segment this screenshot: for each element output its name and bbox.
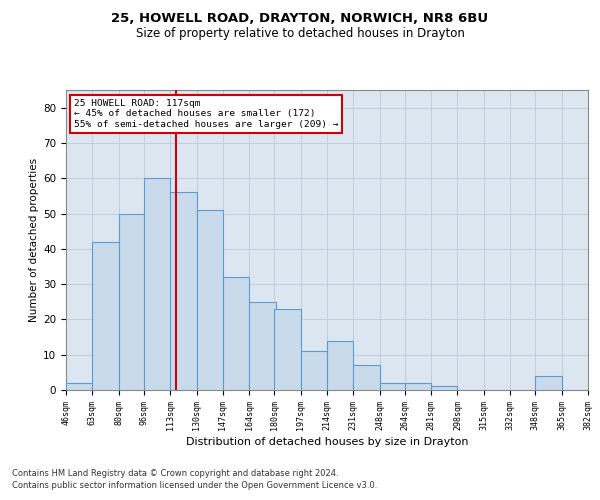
Bar	[404, 383, 431, 390]
Bar	[353, 366, 380, 390]
Bar	[170, 192, 197, 390]
Bar	[92, 242, 119, 390]
Bar	[380, 383, 406, 390]
Text: Contains HM Land Registry data © Crown copyright and database right 2024.: Contains HM Land Registry data © Crown c…	[12, 468, 338, 477]
Bar	[223, 277, 250, 390]
Bar	[143, 178, 170, 390]
Bar	[66, 383, 92, 390]
Bar	[274, 309, 301, 390]
Y-axis label: Number of detached properties: Number of detached properties	[29, 158, 39, 322]
X-axis label: Distribution of detached houses by size in Drayton: Distribution of detached houses by size …	[186, 436, 468, 446]
Text: 25, HOWELL ROAD, DRAYTON, NORWICH, NR8 6BU: 25, HOWELL ROAD, DRAYTON, NORWICH, NR8 6…	[112, 12, 488, 26]
Text: Contains public sector information licensed under the Open Government Licence v3: Contains public sector information licen…	[12, 481, 377, 490]
Bar	[250, 302, 276, 390]
Bar	[327, 340, 353, 390]
Text: 25 HOWELL ROAD: 117sqm
← 45% of detached houses are smaller (172)
55% of semi-de: 25 HOWELL ROAD: 117sqm ← 45% of detached…	[74, 99, 338, 129]
Bar	[197, 210, 223, 390]
Bar	[431, 386, 457, 390]
Bar	[301, 351, 327, 390]
Text: Size of property relative to detached houses in Drayton: Size of property relative to detached ho…	[136, 28, 464, 40]
Bar	[535, 376, 562, 390]
Bar	[119, 214, 145, 390]
